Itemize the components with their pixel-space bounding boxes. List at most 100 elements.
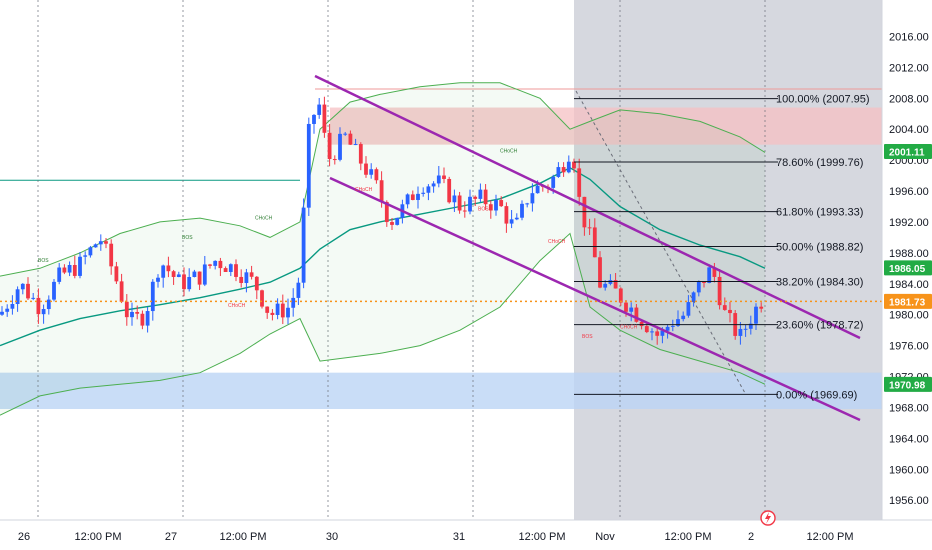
candle-body (223, 268, 228, 272)
candle-body (728, 309, 732, 314)
candle-down (109, 239, 114, 275)
lightning-bolt (765, 512, 771, 524)
price-tick-label: 2012.00 (889, 62, 929, 74)
candle-down (171, 269, 176, 285)
candle-body (187, 277, 192, 290)
candle-body (748, 323, 753, 329)
fib-level-label: 23.60% (1978.72) (776, 320, 863, 332)
price-tick-label: 2008.00 (889, 93, 929, 105)
structure-label: CHoCH (620, 325, 638, 331)
candle-up (10, 295, 15, 315)
candle-down (119, 273, 124, 304)
time-tick-label: 26 (18, 531, 30, 543)
candle-down (655, 326, 660, 345)
candle-body (676, 319, 680, 326)
fib-trend-line (575, 90, 746, 394)
time-tick-label: 12:00 PM (518, 531, 565, 543)
candle-body (145, 311, 150, 326)
candle-down (717, 269, 722, 310)
candle-body (36, 297, 41, 315)
candle-up (525, 202, 530, 208)
candle-up (312, 114, 316, 134)
candle-body (296, 282, 301, 298)
candle-down (327, 123, 332, 167)
candle-body (759, 306, 764, 309)
candle-up (405, 193, 410, 209)
candle-down (613, 273, 618, 289)
candle-up (436, 165, 441, 188)
candle-body (67, 265, 72, 273)
candle-up (629, 302, 634, 322)
candle-up (369, 163, 374, 179)
candle-down (182, 267, 186, 297)
candle-down (135, 305, 140, 320)
candle-body (509, 219, 514, 224)
candle-down (561, 162, 566, 177)
candle-body (348, 133, 353, 145)
candle-body (130, 311, 134, 318)
candle-up (509, 210, 514, 229)
time-tick-label: 27 (165, 531, 177, 543)
candle-down (166, 256, 171, 278)
candle-body (244, 272, 249, 283)
candle-body (88, 247, 93, 256)
candle-up (743, 324, 748, 337)
candle-body (150, 281, 155, 312)
candle-down (208, 263, 212, 269)
candle-body (592, 227, 597, 258)
price-badge-label: 2001.11 (889, 148, 925, 159)
candle-down (618, 287, 623, 306)
candle-body (660, 330, 665, 336)
candle-up (20, 283, 25, 295)
channel-lower-line (329, 176, 861, 422)
candle-body (57, 267, 62, 282)
time-tick-label: 12:00 PM (664, 531, 711, 543)
structure-label: BOS (582, 334, 593, 340)
candle-up (421, 187, 426, 197)
candle-body (426, 186, 431, 193)
candle-down (759, 302, 764, 313)
candle-up (566, 155, 571, 174)
structure-label: CHoCH (355, 187, 373, 193)
time-tick-label: 12:00 PM (806, 531, 853, 543)
candle-body (249, 272, 254, 277)
candle-body (31, 297, 36, 299)
candle-body (280, 303, 285, 318)
candle-body (208, 264, 212, 266)
candle-body (717, 276, 722, 306)
candle-up (738, 322, 743, 345)
candle-down (62, 264, 67, 275)
candle-body (702, 281, 706, 283)
structure-label: BOS (478, 206, 489, 212)
candle-body (104, 241, 108, 244)
candle-body (629, 307, 634, 312)
time-tick-label: 2 (748, 531, 754, 543)
candle-body (72, 265, 77, 276)
candle-body (0, 311, 4, 315)
candle-up (426, 184, 431, 201)
candle-body (530, 193, 535, 204)
candle-up (202, 255, 207, 287)
candle-body (327, 132, 332, 160)
candle-body (114, 266, 119, 282)
candle-body (140, 313, 145, 326)
candle-up (213, 260, 218, 270)
candle-up (301, 198, 306, 289)
fib-range-box (574, 0, 882, 520)
price-badge (884, 144, 932, 160)
fibonacci-retracement[interactable]: 100.00% (2007.95) 78.60% (1999.76) 61.80% … (574, 94, 870, 402)
candle-body (20, 283, 25, 290)
structure-label: CHoCH (500, 148, 518, 154)
candle-up (478, 183, 483, 203)
candle-up (156, 274, 160, 288)
candle-body (379, 180, 384, 202)
candle-body (176, 274, 181, 277)
candle-up (681, 311, 686, 322)
candle-down (390, 217, 394, 231)
candle-body (83, 255, 88, 257)
candle-body (78, 256, 82, 276)
candle-down (322, 96, 327, 138)
candle-body (119, 281, 124, 302)
